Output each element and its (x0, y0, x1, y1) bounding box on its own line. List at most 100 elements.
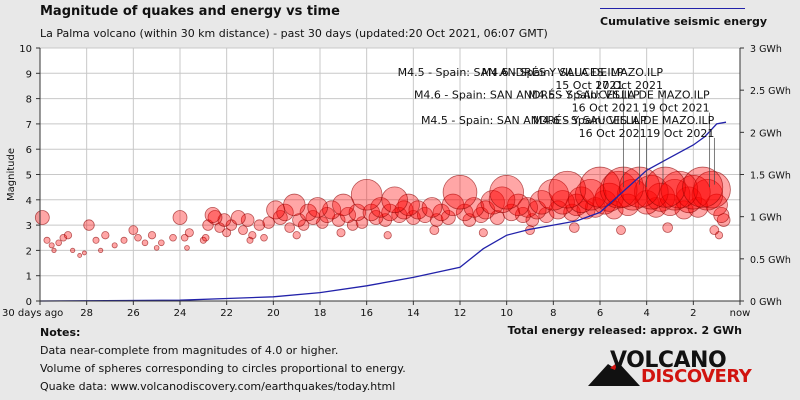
quake-point (463, 197, 485, 218)
quake-point (48, 242, 55, 249)
y-tick-label: 10 (19, 44, 32, 55)
quake-point (83, 219, 95, 231)
quake-point (691, 178, 724, 211)
quake-point (307, 197, 328, 218)
annotation-date: 16 Oct 2021 (572, 102, 640, 115)
quake-point (574, 178, 607, 211)
quake-point (201, 233, 210, 242)
quake-chart: M4.5 - Spain: SAN ANDRÉS Y SAUCES.ILP 15 … (2, 44, 791, 319)
x-tick-label: 20 (267, 308, 280, 319)
quake-point (43, 236, 51, 244)
quake-point (230, 210, 246, 225)
quake-point (599, 170, 638, 209)
quake-point (478, 228, 488, 238)
annotation-date: 15 Oct 2021 (555, 79, 623, 92)
x-tick-label: 14 (407, 308, 420, 319)
y-axis-label: Magnitude (6, 148, 17, 201)
y2-tick-label: 2 GWh (750, 128, 782, 139)
x-tick-label: 30 days ago (2, 308, 63, 319)
quake-point (292, 231, 301, 240)
quake-point (262, 216, 275, 229)
quake-point (92, 236, 100, 244)
quake-point (709, 225, 720, 236)
chart-subtitle: La Palma volcano (within 30 km distance)… (40, 27, 548, 40)
quake-point (51, 247, 57, 253)
quake-point (394, 200, 414, 220)
quake-point (489, 174, 524, 210)
quake-point (141, 239, 149, 247)
y2-tick-label: 0.5 GWh (750, 255, 791, 266)
quake-point (222, 228, 232, 238)
quake-point (644, 166, 686, 208)
quake-point (660, 170, 699, 209)
quake-point (682, 166, 724, 208)
quake-point (537, 178, 570, 211)
quake-point (153, 245, 160, 251)
x-tick-label: 18 (314, 308, 327, 319)
y2-tick-label: 3 GWh (750, 44, 782, 55)
annotation-label: M4.5 - Spain: SAN ANDRÉS Y SAUCES.ILP (421, 114, 647, 127)
quake-point (147, 231, 157, 240)
legend-energy-label: Cumulative seismic energy (600, 15, 768, 28)
x-tick-label: 6 (597, 308, 603, 319)
annotation-date: 19 Oct 2021 (646, 127, 714, 140)
y2-tick-label: 0 GWh (750, 297, 782, 308)
quake-point (616, 178, 649, 211)
total-energy: Total energy released: approx. 2 GWh (507, 324, 742, 337)
chart-title: Magnitude of quakes and energy vs time (40, 4, 340, 19)
quake-point (63, 231, 73, 240)
y-tick-label: 9 (26, 69, 32, 80)
x-tick-label: 2 (690, 308, 696, 319)
annotation-label: M4.5 - Spain: VILLA DE MAZO.ILP (528, 89, 710, 102)
quake-point (517, 197, 538, 218)
quake-point (266, 200, 286, 220)
quake-point (111, 242, 118, 249)
annotation-date: 16 Oct 2021 (579, 127, 647, 140)
quake-point (276, 203, 294, 222)
quake-point (662, 222, 673, 233)
x-tick-label: 28 (80, 308, 93, 319)
quake-point (616, 225, 626, 236)
quake-point (184, 245, 190, 251)
y-tick-label: 3 (26, 221, 32, 232)
quake-point (120, 236, 128, 244)
y-tick-label: 0 (26, 297, 32, 308)
x-tick-label: 10 (500, 308, 513, 319)
quake-point (332, 193, 355, 217)
x-tick-label: 8 (550, 308, 556, 319)
quake-point (253, 219, 266, 231)
logo-line2: DISCOVERY (641, 366, 752, 387)
legend-energy-swatch (600, 8, 745, 9)
quake-point (184, 228, 194, 238)
quake-point (383, 231, 392, 240)
energy-line (39, 121, 727, 302)
quake-point (283, 193, 306, 217)
quake-point (675, 186, 702, 214)
quake-point (169, 233, 177, 242)
quake-point (381, 186, 408, 214)
quake-point (429, 225, 440, 236)
y-tick-label: 8 (26, 95, 32, 106)
quake-point (101, 231, 110, 240)
x-tick-label: now (730, 308, 751, 319)
quake-point (158, 239, 165, 247)
quake-point (355, 216, 369, 229)
quake-point (260, 233, 268, 242)
quake-point (77, 253, 83, 258)
y-tick-label: 1 (26, 272, 32, 283)
annotation-date: 19 Oct 2021 (642, 102, 710, 115)
legend: Cumulative seismic energy (600, 8, 768, 28)
annotation-date: 17 Oct 2021 (595, 79, 663, 92)
quake-point (693, 170, 731, 209)
x-tick-label: 12 (454, 308, 467, 319)
notes: Notes: Data near-complete from magnitude… (40, 324, 406, 396)
y-tick-label: 4 (26, 196, 32, 207)
quake-point (297, 219, 310, 231)
volcano-icon (588, 362, 640, 386)
quake-point (579, 166, 621, 208)
quake-point (488, 186, 516, 214)
quake-point (238, 225, 248, 236)
y2-tick-label: 2.5 GWh (750, 86, 791, 97)
quake-point (284, 222, 295, 233)
volcanodiscovery-logo: VOLCANO DISCOVERY (588, 348, 758, 388)
